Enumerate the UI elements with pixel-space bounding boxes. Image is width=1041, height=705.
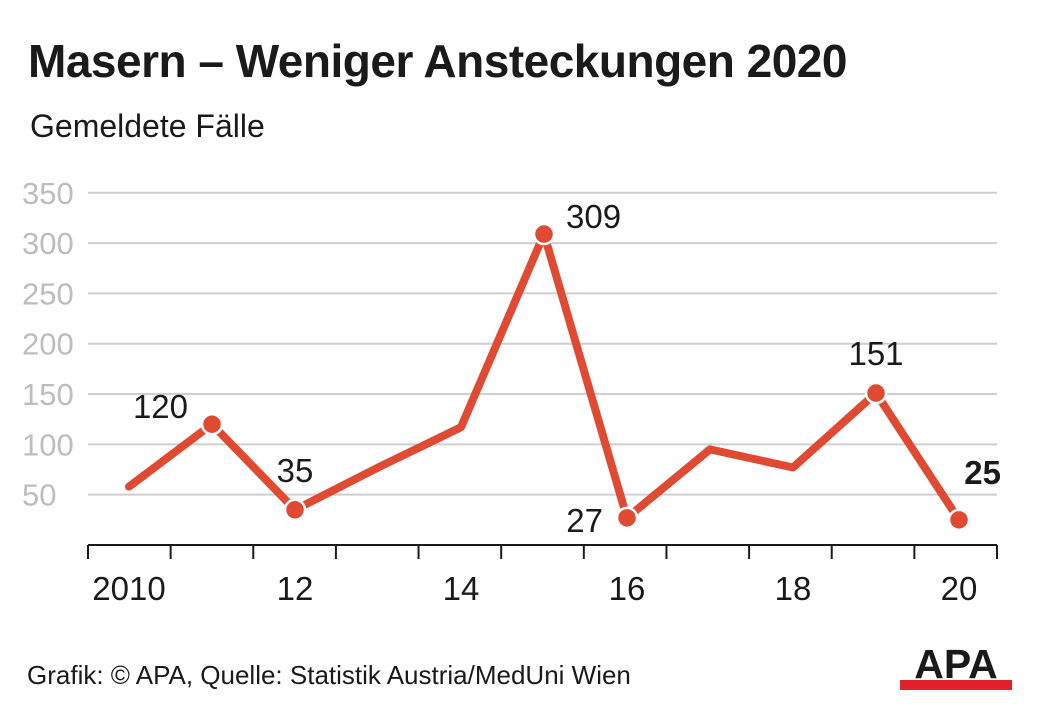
source-note: Grafik: © APA, Quelle: Statistik Austria… [27, 660, 631, 690]
x-axis: 2010 12 14 16 18 20 [87, 544, 998, 607]
data-point-2020 [947, 508, 971, 532]
y-tick-label-200: 200 [22, 327, 74, 362]
x-tick-label-14: 14 [443, 570, 480, 607]
line-chart: 50 100 150 200 250 300 350 2010 12 14 16 18 20 120 3… [22, 176, 1001, 607]
series-line [125, 230, 963, 524]
y-tick-label-350: 350 [22, 176, 74, 211]
y-tick-label-100: 100 [22, 427, 74, 462]
chart-subtitle: Gemeldete Fälle [30, 108, 265, 144]
series-layer [125, 222, 971, 532]
x-tick-label-2010: 2010 [92, 570, 165, 607]
data-label-2020: 25 [964, 454, 1001, 491]
data-label-2012: 35 [277, 452, 314, 489]
data-label-2011: 120 [133, 388, 188, 425]
apa-logo: APA [900, 642, 1012, 690]
y-tick-label-250: 250 [22, 276, 74, 311]
x-tick-label-20: 20 [941, 570, 978, 607]
y-tick-label-300: 300 [22, 226, 74, 261]
data-point-2012 [283, 498, 307, 522]
data-point-2011 [200, 412, 224, 436]
data-point-2015 [532, 222, 556, 246]
x-tick-label-16: 16 [609, 570, 646, 607]
chart-title: Masern – Weniger Ansteckungen 2020 [28, 35, 847, 87]
y-tick-label-50: 50 [22, 478, 56, 513]
apa-logo-text: APA [914, 642, 998, 687]
data-point-2019 [864, 381, 888, 405]
apa-logo-bar [900, 680, 1012, 690]
grid-layer: 50 100 150 200 250 300 350 [22, 176, 997, 513]
x-tick-label-12: 12 [277, 570, 314, 607]
data-label-2016: 27 [566, 502, 603, 539]
y-tick-label-150: 150 [22, 377, 74, 412]
data-label-2015: 309 [566, 198, 621, 235]
data-label-layer: 120 35 309 27 151 25 [133, 198, 1001, 539]
data-label-2019: 151 [848, 335, 903, 372]
x-tick-label-18: 18 [775, 570, 812, 607]
data-point-2016 [615, 506, 639, 530]
